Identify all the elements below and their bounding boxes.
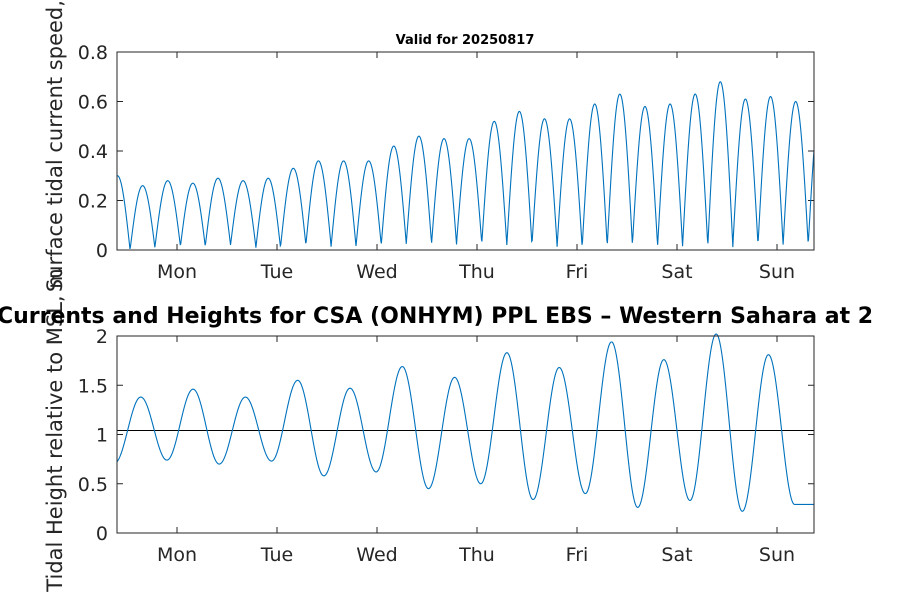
current-x-tick-label: Thu xyxy=(458,261,495,283)
current-x-tick-label: Wed xyxy=(356,261,397,283)
current-x-tick-label: Tue xyxy=(260,261,293,283)
current-x-tick-label: Mon xyxy=(157,261,197,283)
height-y-axis-label: Tidal Height relative to MSL, m xyxy=(43,268,67,592)
height-y-tick-label: 1 xyxy=(96,425,108,447)
height-x-ticks: Mon Tue Wed Thu Fri Sat Sun xyxy=(157,336,795,566)
current-speed-line xyxy=(116,81,815,250)
tidal-height-line xyxy=(116,333,814,512)
height-x-tick-label: Tue xyxy=(260,544,293,566)
current-y-axis-label: Surface tidal current speed, kn xyxy=(43,0,67,292)
height-x-tick-label: Sat xyxy=(661,544,692,566)
current-y-ticks: 0 0.2 0.4 0.6 0.8 xyxy=(78,42,814,262)
height-x-tick-label: Mon xyxy=(157,544,197,566)
height-y-tick-label: 1.5 xyxy=(78,375,108,397)
current-x-tick-label: Sun xyxy=(759,261,795,283)
current-x-tick-label: Sat xyxy=(661,261,692,283)
current-speed-axes: Valid for 20250817 0 0.2 0.4 0.6 0.8 Mon Tue W… xyxy=(43,0,815,292)
height-x-tick-label: Thu xyxy=(458,544,495,566)
current-y-tick-label: 0.2 xyxy=(78,191,108,213)
height-y-tick-label: 0 xyxy=(96,523,108,545)
height-x-tick-label: Fri xyxy=(566,544,589,566)
current-x-tick-label: Fri xyxy=(566,261,589,283)
height-y-tick-label: 0.5 xyxy=(78,474,108,496)
tidal-height-axes: 0 0.5 1 1.5 2 Mon Tue Wed Thu Fri Sat Sun Tidal He… xyxy=(43,268,815,593)
height-y-tick-label: 2 xyxy=(96,326,108,348)
current-chart-title: Valid for 20250817 xyxy=(396,33,535,48)
current-y-tick-label: 0.4 xyxy=(78,141,108,163)
current-y-tick-label: 0 xyxy=(96,240,108,262)
height-x-tick-label: Wed xyxy=(356,544,397,566)
current-x-ticks: Mon Tue Wed Thu Fri Sat Sun xyxy=(157,52,795,283)
height-y-ticks: 0 0.5 1 1.5 2 xyxy=(78,326,814,545)
main-title: Currents and Heights for CSA (ONHYM) PPL… xyxy=(0,304,873,329)
current-y-tick-label: 0.8 xyxy=(78,42,108,64)
current-y-tick-label: 0.6 xyxy=(78,92,108,114)
height-x-tick-label: Sun xyxy=(759,544,795,566)
